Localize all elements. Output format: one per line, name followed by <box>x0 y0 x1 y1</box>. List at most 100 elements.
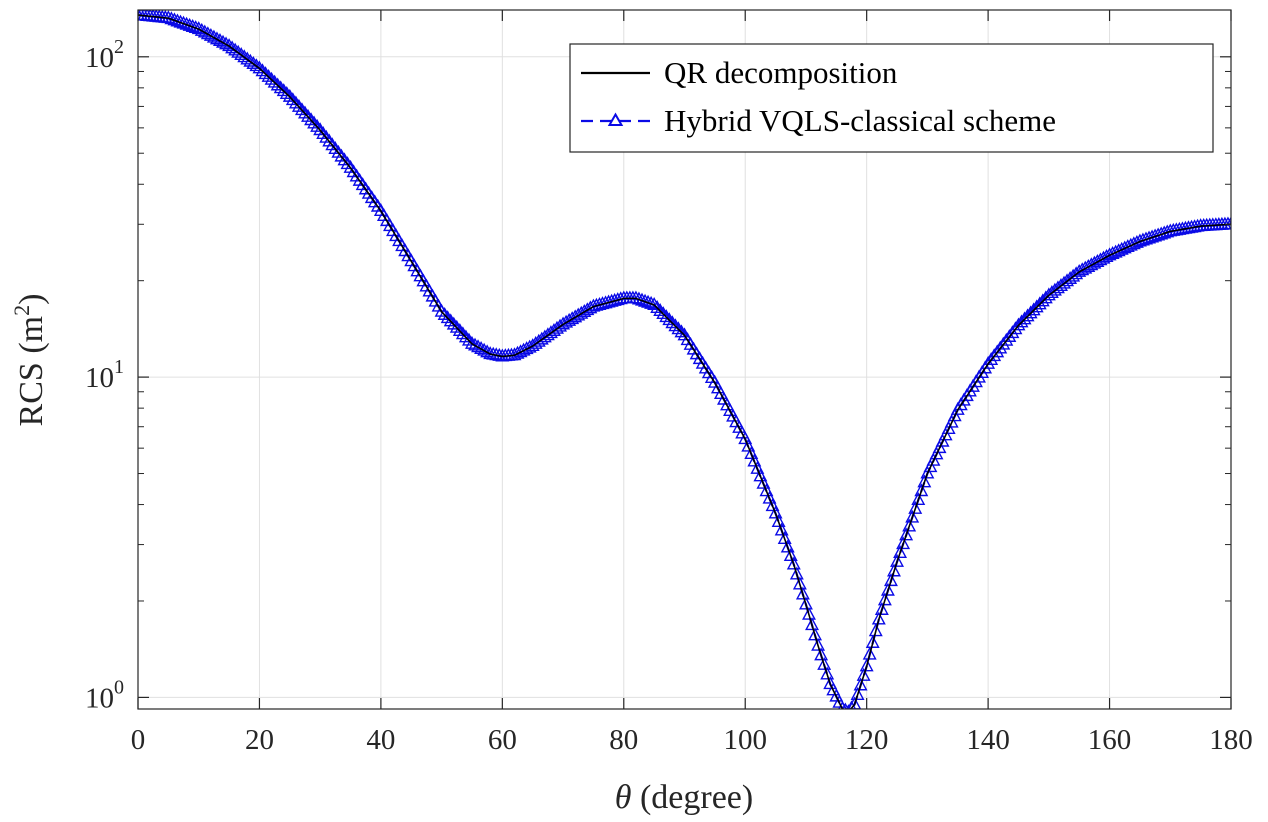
hybrid-marker <box>917 474 932 488</box>
legend-label-hybrid: Hybrid VQLS-classical scheme <box>664 103 1056 138</box>
hybrid-marker <box>1050 280 1065 294</box>
hybrid-marker <box>883 573 898 587</box>
hybrid-marker <box>665 315 680 329</box>
hybrid-marker <box>298 105 312 119</box>
hybrid-marker <box>452 323 467 336</box>
hybrid-marker <box>261 68 276 82</box>
hybrid-marker <box>291 98 306 112</box>
hybrid-marker <box>264 71 279 85</box>
y-tick-base: 10 <box>85 682 114 714</box>
plot-frame <box>137 9 1232 710</box>
hybrid-marker <box>923 459 938 473</box>
hybrid-marker <box>771 514 786 528</box>
hybrid-marker <box>846 700 857 709</box>
hybrid-marker <box>653 303 668 317</box>
hybrid-marker <box>792 576 807 590</box>
hybrid-marker <box>270 77 285 91</box>
hybrid-marker <box>662 312 677 326</box>
hybrid-marker <box>738 431 753 445</box>
hybrid-marker <box>765 498 780 512</box>
hybrid-marker <box>461 332 476 346</box>
hybrid-marker <box>817 656 832 670</box>
hybrid-marker <box>802 606 816 620</box>
legend-label-qr: QR decomposition <box>664 55 898 90</box>
hybrid-marker <box>905 509 920 523</box>
hybrid-marker <box>893 545 908 558</box>
x-tick-label: 160 <box>1088 724 1132 756</box>
hybrid-marker <box>747 453 762 467</box>
y-tick-exp: 2 <box>114 36 124 58</box>
hybrid-marker <box>650 299 665 313</box>
hybrid-marker <box>981 355 996 369</box>
hybrid-marker <box>434 303 449 317</box>
data-series <box>138 10 1231 709</box>
hybrid-marker <box>437 306 452 320</box>
hybrid-marker <box>656 306 671 320</box>
hybrid-marker <box>808 627 823 641</box>
hybrid-marker <box>464 335 479 349</box>
x-tick-label: 20 <box>245 724 274 756</box>
hybrid-marker <box>932 440 947 454</box>
hybrid-marker <box>850 687 865 700</box>
x-tick-label: 120 <box>845 724 889 756</box>
hybrid-marker <box>1008 321 1023 335</box>
hybrid-marker <box>795 586 810 600</box>
hybrid-marker <box>671 321 686 335</box>
hybrid-marker <box>304 112 319 126</box>
hybrid-marker <box>896 536 911 550</box>
hybrid-marker <box>877 592 892 606</box>
legend-swatch-hybrid-marker <box>607 112 624 126</box>
hybrid-marker <box>874 601 889 615</box>
hybrid-marker <box>258 66 273 80</box>
y-tick-label: 100 <box>85 676 124 714</box>
hybrid-marker <box>908 500 923 514</box>
hybrid-marker <box>234 47 249 61</box>
hybrid-marker <box>1054 277 1068 291</box>
hybrid-marker <box>786 556 801 570</box>
legend: QR decomposition Hybrid VQLS-classical s… <box>569 43 1214 153</box>
hybrid-marker <box>777 531 792 545</box>
hybrid-marker <box>811 637 826 651</box>
hybrid-marker <box>440 310 455 324</box>
hybrid-marker <box>674 324 689 338</box>
hybrid-marker <box>750 460 765 474</box>
hybrid-marker <box>246 55 261 69</box>
hybrid-marker <box>449 319 464 333</box>
hybrid-marker <box>780 539 795 553</box>
hybrid-marker <box>941 421 956 434</box>
y-tick-exp: 0 <box>114 676 124 698</box>
qr-series-line <box>138 14 1231 709</box>
x-tick-labels: 0 20 40 60 80 100 120 140 160 180 <box>131 724 1253 756</box>
x-tick-label: 180 <box>1209 724 1253 756</box>
hybrid-marker <box>1041 287 1056 301</box>
hybrid-marker <box>659 309 674 323</box>
hybrid-marker <box>288 95 303 109</box>
x-axis-symbol: θ <box>615 779 632 816</box>
hybrid-marker <box>1002 328 1017 342</box>
hybrid-marker <box>987 348 1002 362</box>
hybrid-marker <box>999 332 1014 346</box>
hybrid-marker <box>814 647 829 661</box>
y-tick-exp: 1 <box>114 356 124 378</box>
hybrid-marker <box>267 74 282 88</box>
hybrid-marker <box>899 527 914 541</box>
hybrid-marker <box>789 566 804 580</box>
hybrid-marker <box>1063 270 1078 284</box>
hybrid-marker <box>774 522 789 536</box>
hybrid-marker <box>865 634 880 648</box>
hybrid-marker <box>853 677 868 691</box>
hybrid-marker <box>255 63 270 77</box>
hybrid-marker <box>310 118 325 132</box>
hybrid-marker <box>455 326 470 340</box>
hybrid-marker <box>1224 216 1231 230</box>
hybrid-marker <box>984 352 999 365</box>
hybrid-marker <box>744 446 759 460</box>
hybrid-marker <box>929 446 944 460</box>
y-axis-label-exp: 2 <box>9 305 34 316</box>
hybrid-marker <box>443 313 458 327</box>
y-tick-base: 10 <box>85 42 114 74</box>
hybrid-marker <box>920 465 935 479</box>
hybrid-marker <box>911 492 926 506</box>
